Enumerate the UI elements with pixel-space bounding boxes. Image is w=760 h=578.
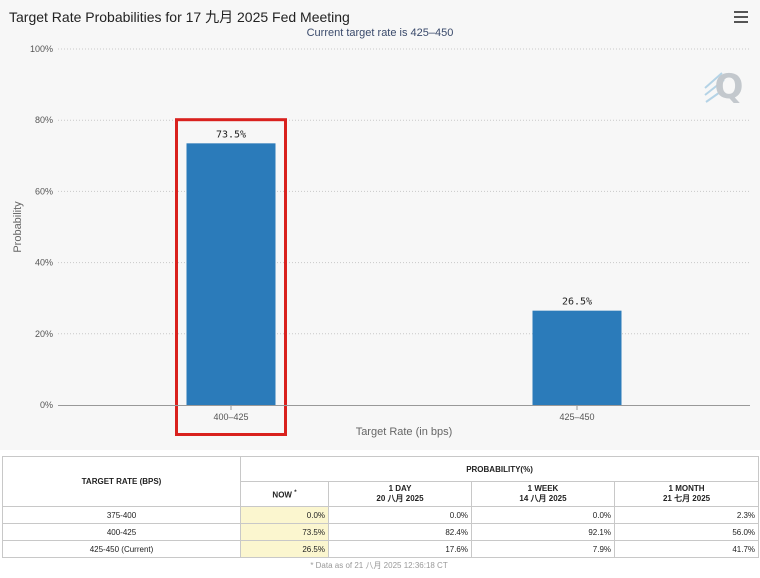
header-1month-label: 1 MONTH [668,484,705,493]
row-1week: 0.0% [471,506,615,524]
header-1day: 1 DAY 20 八月 2025 [328,481,472,507]
y-tick-label: 60% [35,186,53,196]
chart-title: Target Rate Probabilities for 17 九月 2025… [9,9,350,25]
chart-panel: 73.5% 26.5% 0% 20% 40% 60% 80% 100% 400–425 425–… [9,9,750,438]
row-rate: 425-450 (Current) [2,540,241,558]
table-footnote: * Data as of 21 八月 2025 12:36:18 CT [310,561,448,571]
header-1month: 1 MONTH 21 七月 2025 [613,481,760,507]
x-tick-label: 425–450 [559,412,594,422]
y-tick-label: 0% [40,400,53,410]
row-1week: 7.9% [471,540,615,558]
row-1month: 41.7% [613,540,760,558]
row-1day: 17.6% [328,540,472,558]
header-now: NOW * [240,481,329,507]
row-1month: 56.0% [613,523,760,541]
header-1day-label: 1 DAY [388,484,412,493]
row-rate: 375-400 [2,506,241,524]
y-tick-label: 100% [30,44,53,54]
bar-425–450[interactable] [532,310,622,405]
table-row: 400-425 73.5% 82.4% 92.1% 56.0% [2,523,760,541]
probability-table: TARGET RATE (BPS) PROBABILITY(%) NOW * 1… [2,456,760,574]
row-1day: 82.4% [328,523,472,541]
q-logo-icon: Q [704,67,744,107]
header-1day-date: 20 八月 2025 [376,494,424,503]
row-1month: 2.3% [613,506,760,524]
x-axis-title: Target Rate (in bps) [356,426,453,438]
header-now-label: NOW [272,490,292,500]
y-axis-title: Probability [12,201,24,253]
row-now: 73.5% [240,523,329,541]
bar-chart: 73.5% 26.5% 0% 20% 40% 60% 80% 100% 400–425 425–… [12,44,750,438]
hamburger-menu-icon[interactable] [734,11,748,23]
header-now-mark: * [294,489,297,496]
y-tick-label: 40% [35,258,53,268]
bar-400–425[interactable] [186,143,276,405]
table-row: 425-450 (Current) 26.5% 17.6% 7.9% 41.7% [2,540,760,558]
header-1week-date: 14 八月 2025 [519,494,567,503]
header-probability: PROBABILITY(%) [239,456,760,482]
y-tick-label: 20% [35,329,53,339]
chart-subtitle: Current target rate is 425–450 [306,27,454,39]
x-tick-label: 400–425 [213,412,248,422]
table-row: 375-400 0.0% 0.0% 0.0% 2.3% [2,506,760,524]
highlight-box [175,118,287,436]
row-now: 26.5% [240,540,329,558]
header-target-rate: TARGET RATE (BPS) [2,456,241,507]
row-1day: 0.0% [328,506,472,524]
header-1week-label: 1 WEEK [527,484,559,493]
svg-text:Q: Q [715,67,744,107]
bar-value-label: 26.5% [562,297,592,308]
row-1week: 92.1% [471,523,615,541]
y-tick-label: 80% [35,115,53,125]
bar-value-label: 73.5% [216,129,246,140]
row-rate: 400-425 [2,523,241,541]
header-1week: 1 WEEK 14 八月 2025 [471,481,615,507]
row-now: 0.0% [240,506,329,524]
header-1month-date: 21 七月 2025 [662,494,711,503]
